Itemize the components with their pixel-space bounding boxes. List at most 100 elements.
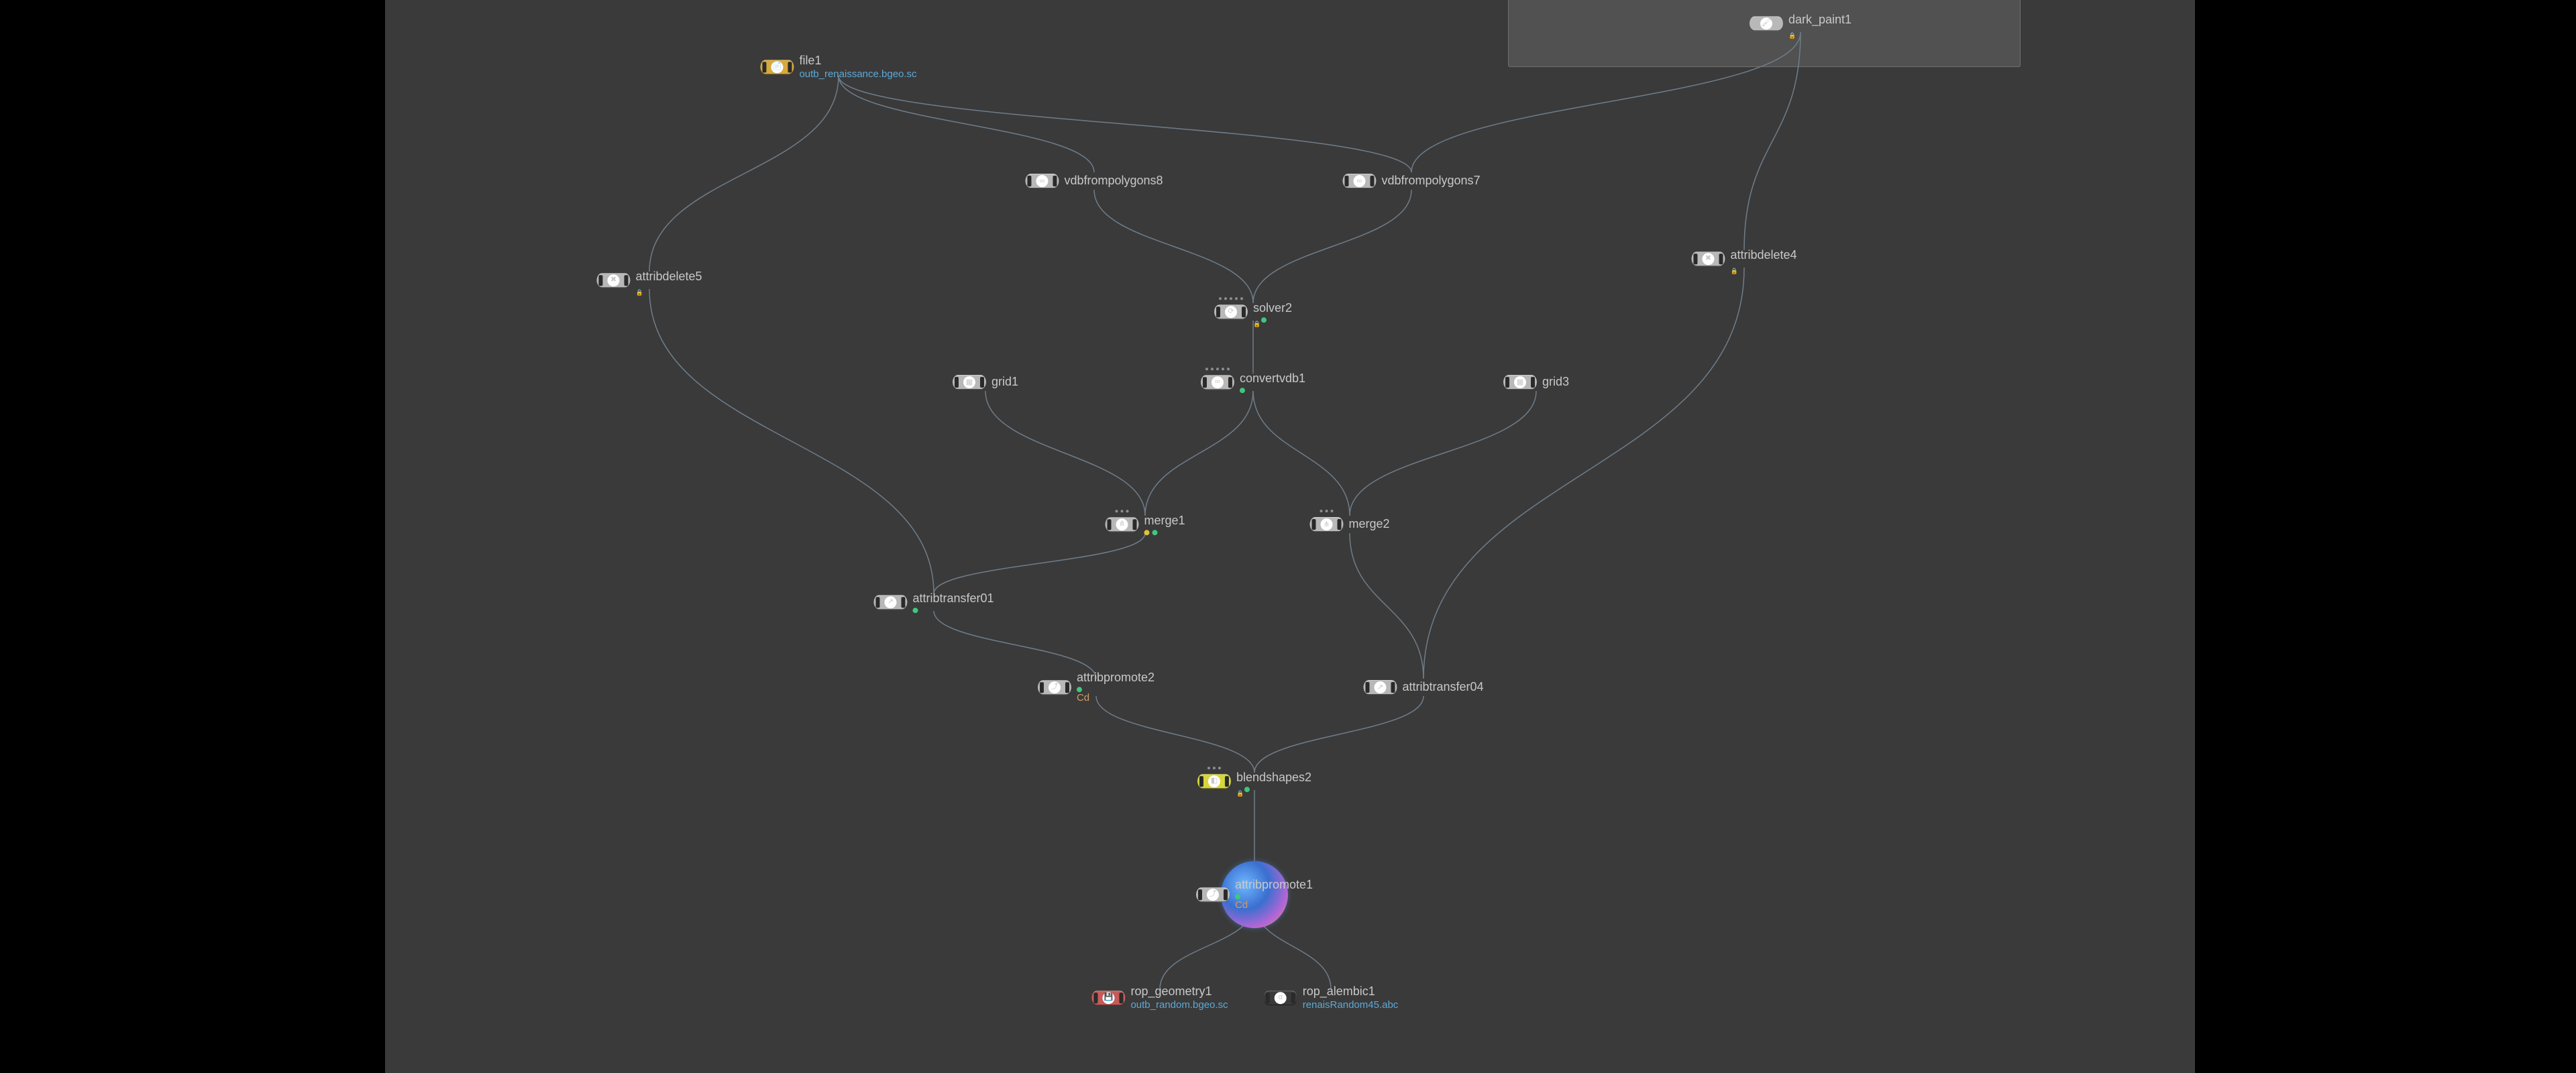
node-body[interactable]: ✖ — [596, 273, 630, 288]
node-label: rop_alembic1 — [1303, 984, 1399, 999]
node-vdbfrompolygons8[interactable]: ∞ vdbfrompolygons8 — [1025, 174, 1163, 188]
node-label: grid3 — [1542, 375, 1569, 390]
node-solver2[interactable]: ⟳ solver2 — [1214, 301, 1292, 323]
delete-icon: ✖ — [1702, 253, 1714, 265]
node-body[interactable]: α — [1264, 991, 1297, 1005]
node-label: file1 — [799, 54, 916, 68]
node-attribtransfer01[interactable]: ↗ attribtransfer01 — [873, 591, 994, 613]
node-attribpromote1[interactable]: ⤴ attribpromote1Cd — [1196, 878, 1313, 911]
node-body[interactable]: ▦ — [1503, 375, 1537, 390]
abc-icon: α — [1275, 992, 1287, 1004]
node-vdbfrompolygons7[interactable]: ∞ vdbfrompolygons7 — [1342, 174, 1480, 188]
node-body[interactable]: ◧ — [1197, 774, 1231, 789]
node-attribdelete5[interactable]: ✖attribdelete5 — [596, 270, 702, 291]
node-label-stack: rop_geometry1outb_random.bgeo.sc — [1130, 984, 1228, 1011]
wire-file1-attribdelete5[interactable] — [649, 76, 839, 272]
node-label-stack: blendshapes2 — [1236, 771, 1311, 792]
node-label-stack: attribtransfer01 — [912, 591, 994, 613]
node-rop_geometry1[interactable]: 💾 rop_geometry1outb_random.bgeo.sc — [1091, 984, 1228, 1011]
node-body[interactable]: ▦ — [953, 375, 986, 390]
vdb-icon: ∞ — [1212, 376, 1224, 388]
node-flags — [1077, 687, 1155, 692]
node-convertvdb1[interactable]: ∞ convertvdb1 — [1201, 372, 1305, 393]
node-rop_alembic1[interactable]: α rop_alembic1renaisRandom45.abc — [1264, 984, 1399, 1011]
node-label: attribpromote2 — [1077, 671, 1155, 685]
wire-vdbfrompolygons8-solver2[interactable] — [1094, 190, 1253, 303]
node-sublabel: Cd — [1077, 692, 1155, 704]
node-body[interactable]: 🖌 — [1750, 16, 1783, 31]
node-attribtransfer04[interactable]: ↗ attribtransfer04 — [1363, 680, 1483, 695]
node-flags — [1788, 29, 1851, 34]
wire-attribdelete4-attribtransfer04[interactable] — [1424, 268, 1744, 679]
wire-attribtransfer04-blendshapes2[interactable] — [1254, 696, 1424, 773]
node-label-stack: attribtransfer04 — [1402, 680, 1483, 695]
wire-merge1-attribtransfer01[interactable] — [934, 533, 1145, 594]
wire-convertvdb1-merge2[interactable] — [1253, 391, 1350, 516]
node-body[interactable]: ∞ — [1201, 375, 1234, 390]
wire-file1-vdbfrompolygons8[interactable] — [839, 76, 1094, 172]
node-flags — [1235, 894, 1313, 899]
node-body[interactable]: ✖ — [1691, 251, 1725, 266]
node-label-stack: dark_paint1 — [1788, 13, 1851, 34]
node-label: vdbfrompolygons7 — [1381, 174, 1480, 188]
node-label-stack: merge2 — [1348, 517, 1389, 532]
node-label: solver2 — [1253, 301, 1292, 316]
wire-attribtransfer01-attribpromote2[interactable] — [934, 611, 1096, 679]
node-body[interactable]: ⤴ — [1038, 680, 1071, 695]
node-label: merge2 — [1348, 517, 1389, 532]
node-label-stack: attribdelete4 — [1730, 248, 1796, 270]
node-flags — [1144, 530, 1185, 535]
node-body[interactable]: ↗ — [1363, 680, 1397, 695]
node-body[interactable]: ∞ — [1342, 174, 1376, 188]
node-body[interactable]: 📄 — [760, 60, 794, 74]
node-label-stack: attribpromote1Cd — [1235, 878, 1313, 911]
node-label-stack: solver2 — [1253, 301, 1292, 323]
node-label-stack: merge1 — [1144, 514, 1185, 535]
node-grid3[interactable]: ▦ grid3 — [1503, 375, 1569, 390]
blend-icon: ◧ — [1208, 775, 1220, 787]
vdb-icon: ∞ — [1353, 175, 1365, 187]
node-merge2[interactable]: ⋔ merge2 — [1309, 517, 1389, 532]
node-blendshapes2[interactable]: ◧ blendshapes2 — [1197, 771, 1311, 792]
wire-grid1-merge1[interactable] — [985, 391, 1145, 516]
wire-merge2-attribtransfer04[interactable] — [1350, 533, 1424, 679]
node-attribpromote2[interactable]: ⤴ attribpromote2 Cd — [1038, 671, 1155, 704]
node-body[interactable]: ∞ — [1025, 174, 1059, 188]
node-label: convertvdb1 — [1240, 372, 1305, 386]
node-file1[interactable]: 📄 file1outb_renaissance.bgeo.sc — [760, 54, 916, 80]
node-label: attribpromote1 — [1235, 878, 1313, 893]
wire-vdbfrompolygons7-solver2[interactable] — [1253, 190, 1411, 303]
delete-icon: ✖ — [607, 274, 619, 286]
node-body[interactable]: ⋔ — [1309, 517, 1343, 532]
node-body[interactable]: ⟳ — [1214, 304, 1248, 319]
wire-convertvdb1-merge1[interactable] — [1145, 391, 1253, 516]
node-grid1[interactable]: ▦grid1 — [953, 375, 1018, 390]
node-label-stack: vdbfrompolygons8 — [1064, 174, 1163, 188]
node-attribdelete4[interactable]: ✖ attribdelete4 — [1691, 248, 1796, 270]
wire-attribpromote2-blendshapes2[interactable] — [1096, 696, 1254, 773]
node-body[interactable]: ↗ — [873, 595, 907, 610]
node-label-stack: rop_alembic1renaisRandom45.abc — [1303, 984, 1399, 1011]
node-body[interactable]: ⤴ — [1196, 887, 1230, 902]
wire-file1-vdbfrompolygons7[interactable] — [839, 76, 1411, 172]
node-label-stack: file1outb_renaissance.bgeo.sc — [799, 54, 916, 80]
node-label: dark_paint1 — [1788, 13, 1851, 27]
node-body[interactable]: 💾 — [1091, 991, 1125, 1005]
node-dark_paint1[interactable]: 🖌 dark_paint1 — [1750, 13, 1851, 34]
node-flags — [1240, 388, 1305, 393]
node-graph-canvas[interactable]: 📄 file1outb_renaissance.bgeo.sc 🖌 dark_pain… — [385, 0, 2195, 1073]
grid-icon: ▦ — [1514, 376, 1526, 388]
transfer-icon: ↗ — [884, 596, 896, 608]
node-label-stack: grid3 — [1542, 375, 1569, 390]
node-body[interactable]: ⋔ — [1105, 517, 1138, 532]
rop-icon: 💾 — [1102, 992, 1114, 1004]
wire-grid3-merge2[interactable] — [1350, 391, 1536, 516]
node-label: rop_geometry1 — [1130, 984, 1228, 999]
wire-attribdelete5-attribtransfer01[interactable] — [649, 289, 934, 594]
node-label: attribdelete4 — [1730, 248, 1796, 263]
grid-icon: ▦ — [963, 376, 975, 388]
node-flags — [1253, 317, 1292, 323]
node-merge1[interactable]: ⋔ merge1 — [1105, 514, 1185, 535]
merge-icon: ⋔ — [1320, 518, 1332, 530]
file-icon: 📄 — [771, 61, 783, 73]
